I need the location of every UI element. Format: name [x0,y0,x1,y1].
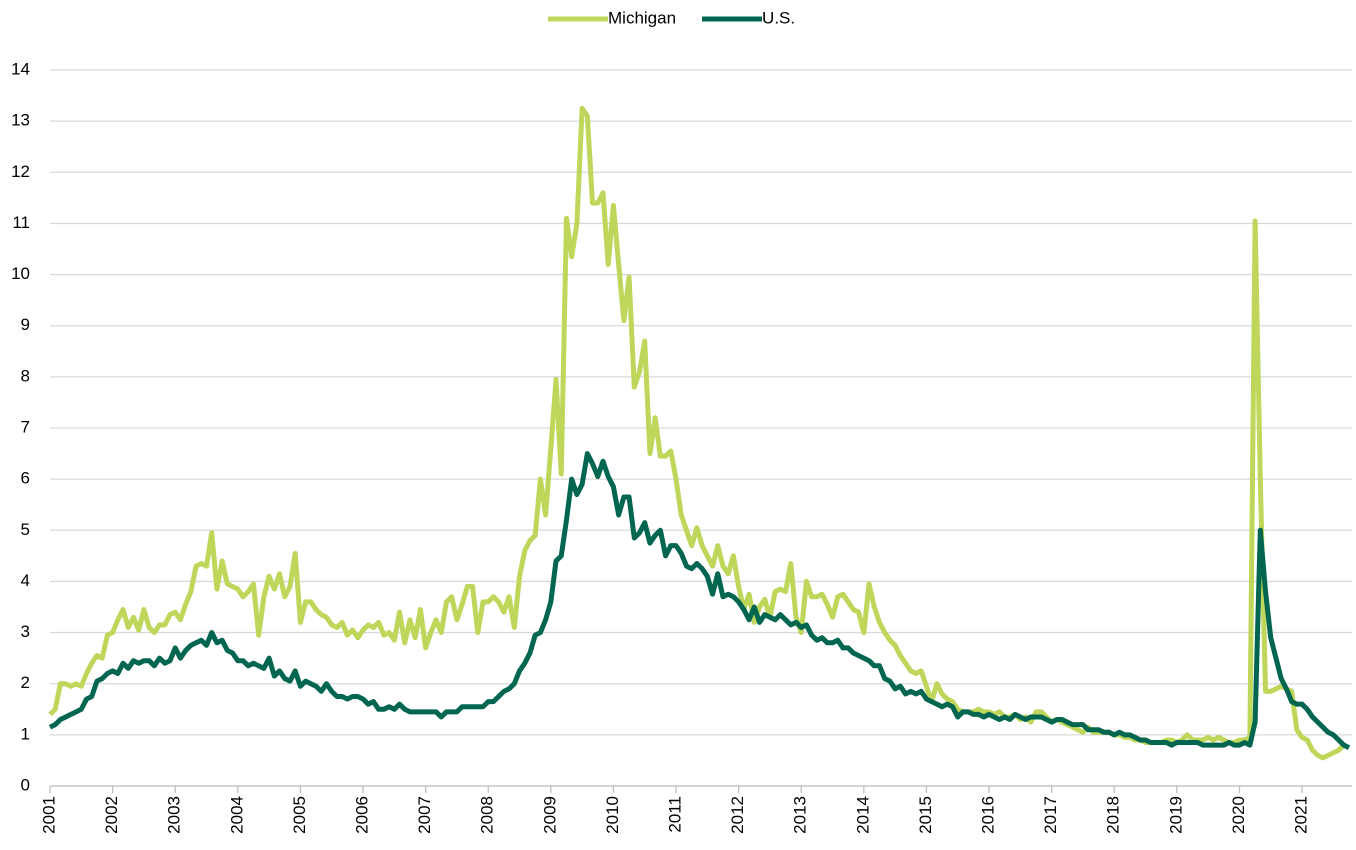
x-tick-label: 2021 [1292,796,1311,834]
y-tick-label: 3 [21,622,30,641]
x-tick-label: 2006 [352,796,371,834]
legend-label: Michigan [608,8,676,27]
y-tick-label: 0 [21,775,30,794]
y-tick-label: 5 [21,520,30,539]
y-tick-label: 10 [11,264,30,283]
y-tick-label: 12 [11,162,30,181]
y-tick-label: 2 [21,673,30,692]
x-tick-label: 2004 [227,796,246,834]
x-tick-label: 2010 [603,796,622,834]
x-tick-label: 2015 [916,796,935,834]
x-tick-label: 2007 [415,796,434,834]
x-tick-label: 2012 [728,796,747,834]
y-tick-label: 4 [21,571,30,590]
y-tick-label: 11 [12,213,30,232]
x-tick-label: 2002 [102,796,121,834]
x-tick-label: 2003 [165,796,184,834]
x-tick-label: 2014 [853,796,872,834]
x-tick-label: 2018 [1104,796,1123,834]
x-tick-label: 2011 [666,796,685,833]
x-tick-label: 2020 [1229,796,1248,834]
x-tick-label: 2016 [979,796,998,834]
x-tick-label: 2008 [478,796,497,834]
y-tick-label: 13 [11,111,30,130]
y-tick-label: 6 [21,469,30,488]
x-tick-label: 2019 [1166,796,1185,834]
legend-label: U.S. [762,8,795,27]
y-tick-label: 9 [21,315,30,334]
y-tick-label: 14 [11,59,30,78]
series-line [48,451,1351,750]
x-tick-label: 2017 [1041,796,1060,834]
y-tick-label: 1 [21,724,30,743]
x-tick-label: 2013 [791,796,810,834]
x-tick-label: 2001 [39,796,58,834]
y-tick-label: 7 [21,417,30,436]
x-tick-label: 2005 [290,796,309,834]
x-tick-label: 2009 [540,796,559,834]
y-tick-label: 8 [21,366,30,385]
